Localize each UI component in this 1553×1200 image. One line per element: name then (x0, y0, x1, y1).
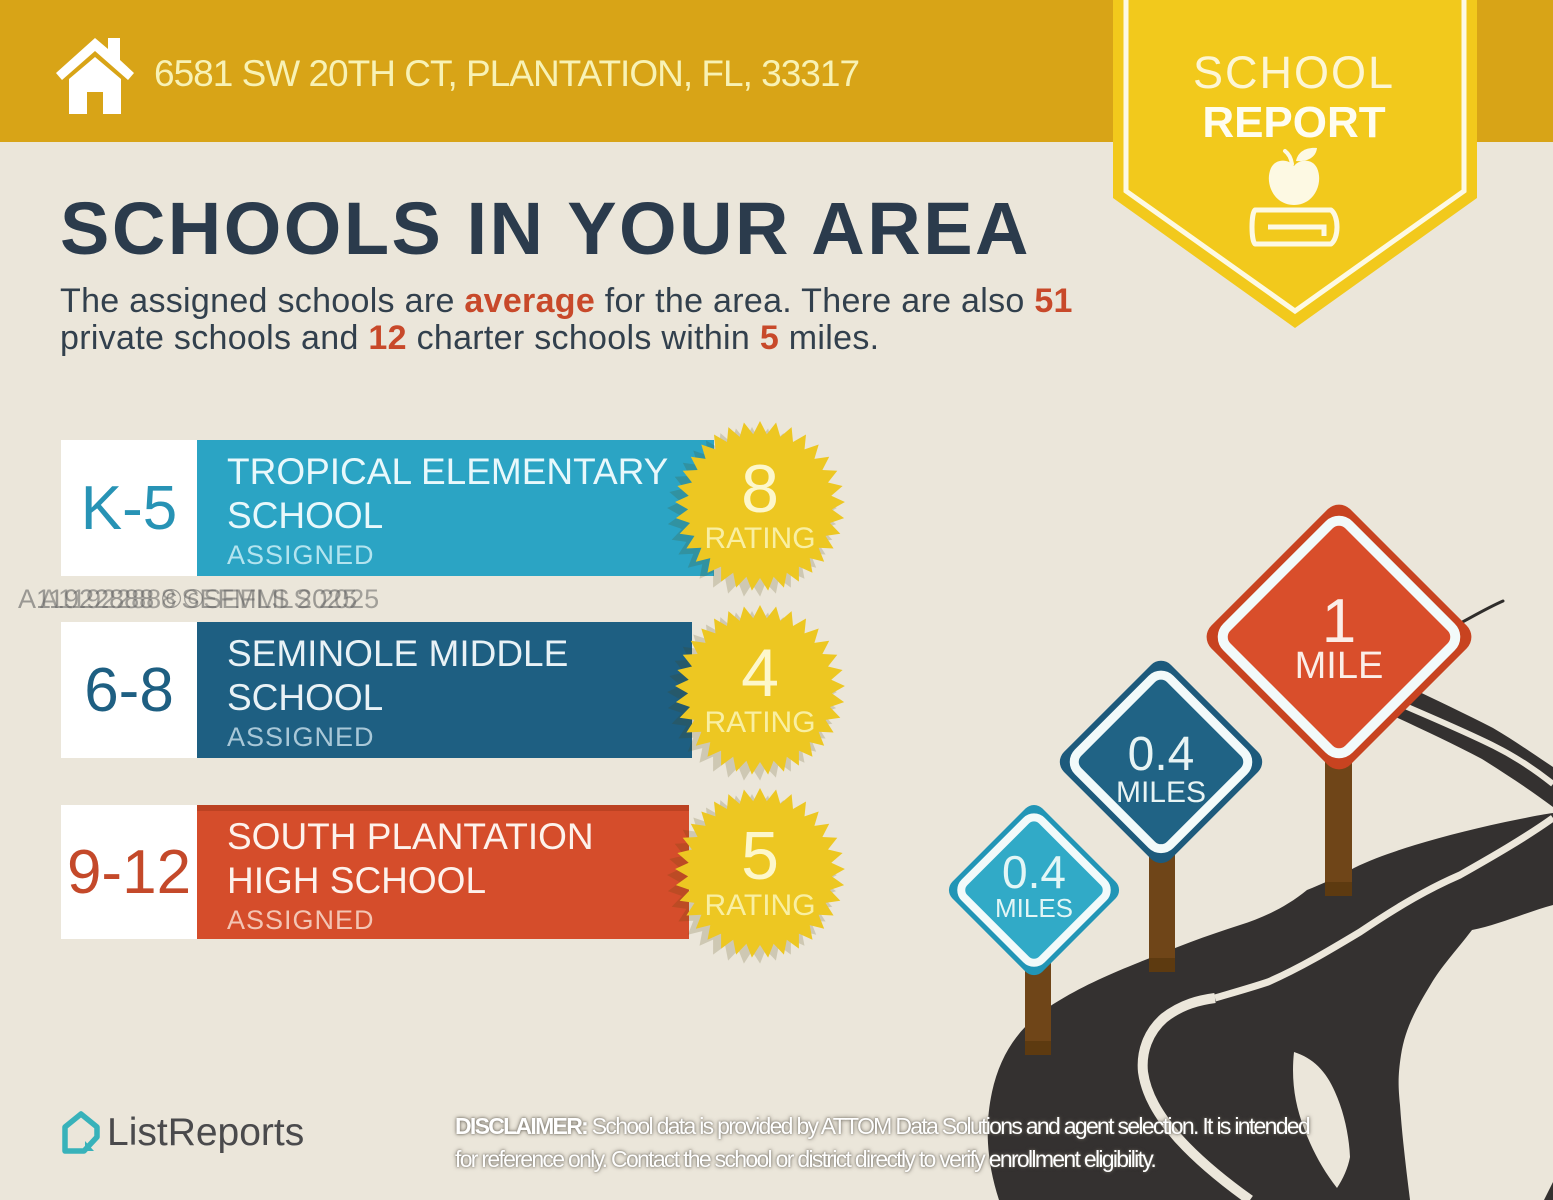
svg-text:MILES: MILES (1116, 776, 1206, 809)
svg-text:0.4: 0.4 (1128, 728, 1195, 781)
svg-text:1: 1 (1322, 587, 1356, 656)
svg-text:MILES: MILES (995, 893, 1073, 923)
svg-text:MILE: MILE (1295, 645, 1384, 687)
svg-text:0.4: 0.4 (1002, 846, 1066, 898)
svg-text:REPORT: REPORT (1202, 98, 1385, 147)
svg-text:SCHOOL: SCHOOL (1193, 47, 1395, 98)
